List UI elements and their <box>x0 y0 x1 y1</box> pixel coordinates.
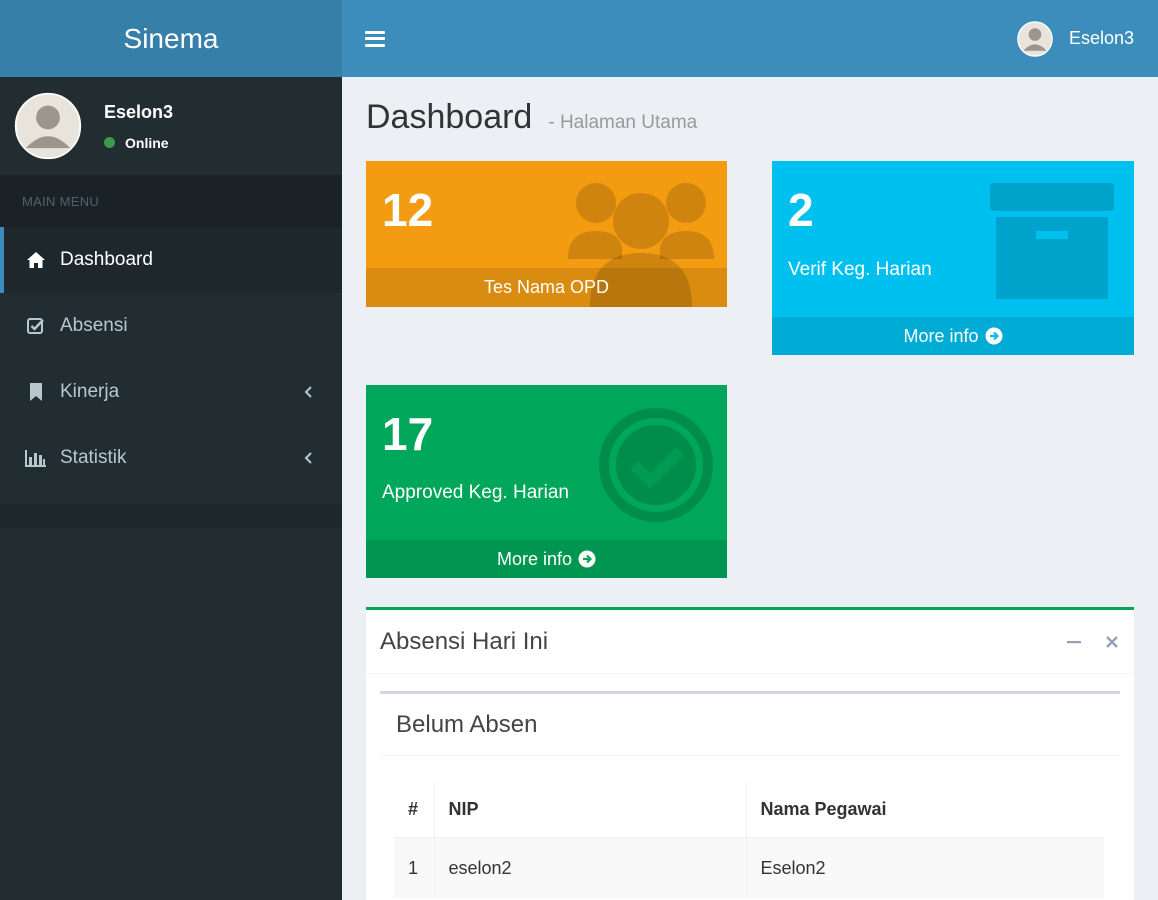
check-circle-icon <box>599 408 713 522</box>
chevron-left-icon <box>304 386 312 398</box>
more-info-link[interactable]: More info <box>366 540 727 578</box>
sidebar-footer-strip <box>0 503 342 529</box>
stat-box-approved: 17 Approved Keg. Harian More info <box>366 385 727 578</box>
sidebar-item-statistik[interactable]: Statistik <box>0 425 342 491</box>
panel-header: Absensi Hari Ini <box>366 610 1134 674</box>
sidebar-item-label: Kinerja <box>60 381 120 402</box>
more-info-link[interactable]: More info <box>772 317 1134 355</box>
inner-title: Belum Absen <box>380 694 1120 756</box>
users-icon <box>568 183 714 307</box>
sidebar-item-kinerja[interactable]: Kinerja <box>0 359 342 425</box>
stat-number: 17 <box>382 408 434 460</box>
stat-label: Verif Keg. Harian <box>788 259 932 280</box>
column-header[interactable]: NIP <box>434 782 747 839</box>
navbar-user-name: Eselon3 <box>1068 28 1134 48</box>
menu-header: MAIN MENU <box>0 175 342 227</box>
status-text: Online <box>125 134 169 151</box>
sidebar-item-label: Absensi <box>60 315 128 336</box>
home-icon <box>24 248 48 272</box>
column-header[interactable]: Nama Pegawai <box>746 782 1104 839</box>
column-header[interactable]: # <box>394 782 435 839</box>
more-info-label: More info <box>903 325 979 346</box>
stat-number: 2 <box>788 184 814 236</box>
sidebar-item-label: Dashboard <box>60 249 153 270</box>
sidebar: Eselon3 Online MAIN MENU Dashboard Absen… <box>0 77 342 900</box>
belum-absen-box: Belum Absen <box>380 691 1120 756</box>
table-cell: 1 <box>394 837 435 898</box>
belum-absen-table: # NIP Nama Pegawai 1 eselon2 Eselon2 <box>394 782 1104 898</box>
stat-number: 12 <box>382 184 434 236</box>
status-badge: Online <box>104 135 173 151</box>
checkbox-icon <box>24 314 48 338</box>
page-title: Dashboard <box>366 98 533 136</box>
sidebar-toggle-icon[interactable] <box>362 28 388 50</box>
chevron-left-icon <box>304 452 312 464</box>
panel-title: Absensi Hari Ini <box>380 627 549 655</box>
online-dot-icon <box>104 137 115 148</box>
bookmark-icon <box>24 380 48 404</box>
arrow-circle-right-icon <box>985 327 1003 345</box>
table-cell: Eselon2 <box>746 837 1104 898</box>
stat-box-opd: 12 Tes Nama OPD <box>366 161 727 307</box>
avatar <box>14 92 82 160</box>
minus-icon[interactable] <box>1066 634 1082 650</box>
sidebar-user-name: Eselon3 <box>104 101 174 122</box>
absensi-panel: Absensi Hari Ini Belum Absen # NIP Nama … <box>366 607 1134 900</box>
content-header: Dashboard - Halaman Utama <box>366 98 697 137</box>
table-header-row: # NIP Nama Pegawai <box>394 782 1104 839</box>
page-subtitle: - Halaman Utama <box>548 112 698 133</box>
close-icon[interactable] <box>1104 634 1120 650</box>
bar-chart-icon <box>24 446 48 470</box>
app-logo[interactable]: Sinema <box>0 0 342 77</box>
stat-label: Approved Keg. Harian <box>382 482 569 503</box>
sidebar-item-absensi[interactable]: Absensi <box>0 293 342 359</box>
sidebar-item-dashboard[interactable]: Dashboard <box>0 227 342 293</box>
app-title: Sinema <box>123 22 219 54</box>
sidebar-item-label: Statistik <box>60 447 127 468</box>
stat-label: Tes Nama OPD <box>366 268 727 307</box>
top-navbar: Eselon3 <box>342 0 1158 77</box>
stat-box-verif: 2 Verif Keg. Harian More info <box>772 161 1134 355</box>
table-cell: eselon2 <box>434 837 747 898</box>
archive-icon <box>990 183 1114 299</box>
more-info-label: More info <box>496 548 573 569</box>
arrow-circle-right-icon <box>578 550 596 568</box>
table-row: 1 eselon2 Eselon2 <box>394 837 1104 898</box>
avatar <box>1017 20 1053 57</box>
user-panel: Eselon3 Online <box>0 77 342 175</box>
user-menu[interactable]: Eselon3 <box>1017 20 1134 57</box>
